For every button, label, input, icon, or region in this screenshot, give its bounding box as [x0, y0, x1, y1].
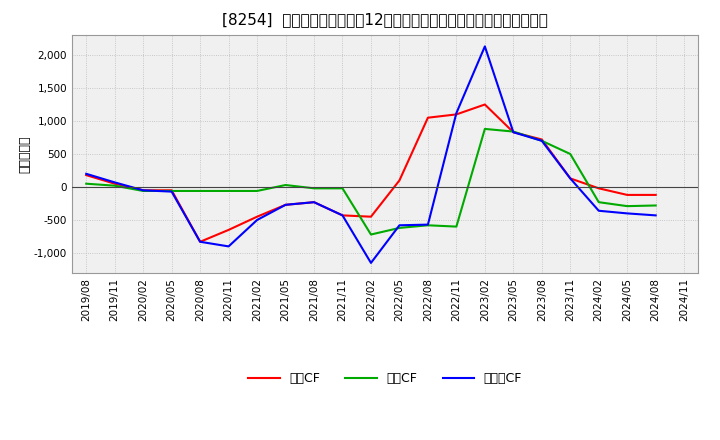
営業CF	[139, 187, 148, 193]
フリーCF	[253, 217, 261, 223]
投資CF	[452, 224, 461, 229]
投資CF	[395, 225, 404, 231]
フリーCF	[139, 187, 148, 193]
フリーCF	[595, 208, 603, 213]
フリーCF	[509, 129, 518, 135]
投資CF	[82, 181, 91, 187]
Line: 投資CF: 投資CF	[86, 129, 656, 235]
投資CF	[338, 186, 347, 191]
投資CF	[196, 188, 204, 194]
フリーCF	[423, 222, 432, 227]
営業CF	[595, 186, 603, 191]
Line: フリーCF: フリーCF	[86, 46, 656, 263]
フリーCF	[452, 110, 461, 116]
投資CF	[566, 151, 575, 157]
営業CF	[366, 214, 375, 220]
フリーCF	[167, 189, 176, 194]
営業CF	[253, 214, 261, 220]
フリーCF	[225, 244, 233, 249]
営業CF	[110, 181, 119, 187]
営業CF	[480, 102, 489, 107]
営業CF	[537, 137, 546, 142]
営業CF	[395, 178, 404, 183]
投資CF	[509, 129, 518, 134]
投資CF	[167, 188, 176, 194]
営業CF	[566, 176, 575, 181]
営業CF	[225, 227, 233, 232]
フリーCF	[623, 211, 631, 216]
投資CF	[595, 200, 603, 205]
投資CF	[110, 183, 119, 188]
営業CF	[338, 213, 347, 218]
営業CF	[282, 202, 290, 207]
投資CF	[282, 182, 290, 187]
投資CF	[537, 138, 546, 143]
投資CF	[253, 188, 261, 194]
フリーCF	[110, 180, 119, 185]
フリーCF	[196, 239, 204, 244]
フリーCF	[395, 223, 404, 228]
営業CF	[167, 187, 176, 193]
フリーCF	[82, 171, 91, 176]
投資CF	[480, 126, 489, 132]
投資CF	[652, 203, 660, 208]
投資CF	[623, 203, 631, 209]
営業CF	[509, 129, 518, 135]
フリーCF	[566, 176, 575, 181]
Legend: 営業CF, 投資CF, フリーCF: 営業CF, 投資CF, フリーCF	[243, 367, 527, 390]
営業CF	[310, 200, 318, 205]
営業CF	[196, 239, 204, 244]
営業CF	[623, 192, 631, 198]
投資CF	[139, 188, 148, 194]
投資CF	[225, 188, 233, 194]
投資CF	[423, 223, 432, 228]
フリーCF	[282, 202, 290, 207]
フリーCF	[537, 138, 546, 143]
Y-axis label: （百万円）: （百万円）	[18, 135, 31, 173]
フリーCF	[338, 213, 347, 218]
営業CF	[652, 192, 660, 198]
投資CF	[366, 232, 375, 237]
営業CF	[82, 172, 91, 178]
営業CF	[452, 112, 461, 117]
Line: 営業CF: 営業CF	[86, 104, 656, 242]
フリーCF	[480, 44, 489, 49]
フリーCF	[310, 200, 318, 205]
フリーCF	[652, 213, 660, 218]
Title: [8254]  キャッシュフローの12か月移動合計の対前年同期増減額の推移: [8254] キャッシュフローの12か月移動合計の対前年同期増減額の推移	[222, 12, 548, 27]
営業CF	[423, 115, 432, 120]
フリーCF	[366, 260, 375, 265]
投資CF	[310, 186, 318, 191]
